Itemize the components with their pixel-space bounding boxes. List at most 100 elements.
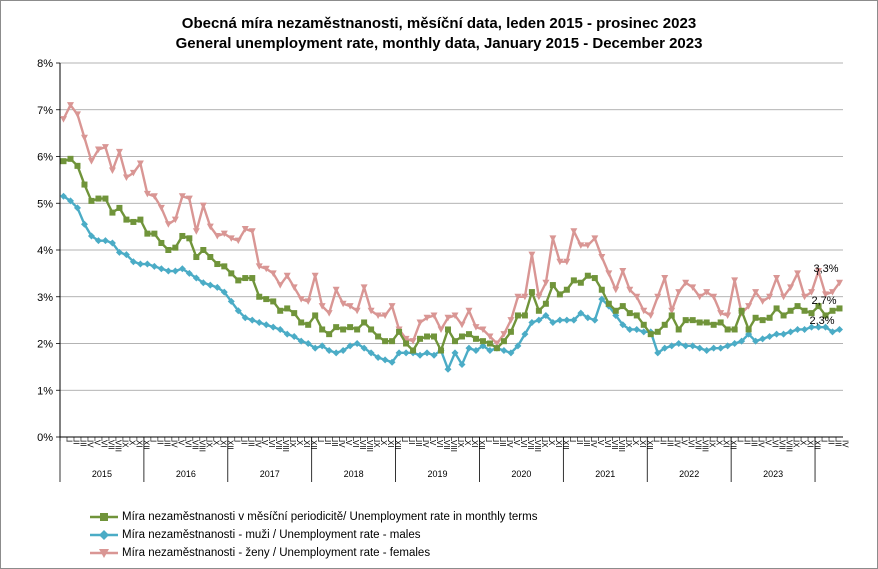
point-females — [710, 293, 718, 301]
point-males — [164, 267, 172, 275]
point-females — [521, 293, 529, 301]
point-males — [94, 237, 102, 245]
y-tick-label: 7% — [37, 105, 53, 117]
point-females — [731, 277, 739, 284]
point-total — [689, 317, 696, 324]
point-total — [242, 275, 249, 282]
point-total — [60, 158, 67, 165]
x-tick-label: VIII — [533, 440, 542, 452]
point-total — [74, 162, 81, 169]
y-tick-label: 1% — [37, 385, 53, 397]
legend-marker-total — [100, 513, 108, 521]
legend-item-total: Míra nezaměstnanosti v měsíční periodici… — [88, 508, 537, 526]
point-females — [353, 307, 361, 315]
point-total — [382, 338, 389, 345]
x-tick-label: VI — [183, 440, 192, 448]
point-total — [144, 230, 151, 237]
point-males — [395, 349, 403, 357]
point-total — [752, 314, 759, 321]
point-females — [836, 279, 844, 287]
x-tick-label: IV — [757, 440, 766, 448]
point-females — [339, 300, 347, 308]
point-males — [486, 347, 494, 355]
point-males — [290, 332, 298, 340]
point-males — [514, 342, 522, 350]
point-females — [514, 293, 522, 301]
point-total — [619, 303, 626, 310]
point-females — [773, 275, 781, 282]
point-females — [122, 174, 130, 182]
x-tick-label: X — [631, 440, 640, 446]
point-females — [416, 319, 424, 326]
point-females — [318, 303, 326, 310]
y-tick-label: 2% — [37, 339, 53, 351]
point-females — [647, 312, 655, 319]
point-total — [354, 326, 361, 333]
point-total — [249, 275, 256, 282]
year-label: 2015 — [92, 469, 112, 479]
x-tick-label: XII — [225, 440, 234, 450]
point-total — [137, 216, 144, 223]
point-females — [255, 263, 263, 270]
point-males — [584, 314, 592, 322]
x-tick-label: VI — [603, 440, 612, 448]
point-males — [535, 316, 543, 324]
point-total — [102, 195, 109, 202]
point-total — [766, 314, 773, 321]
point-total — [193, 254, 200, 261]
point-males — [570, 316, 578, 324]
x-tick-label: I — [148, 440, 157, 442]
point-females — [591, 235, 599, 242]
x-tick-label: II — [71, 440, 80, 444]
x-tick-label: XI — [722, 440, 731, 448]
x-tick-label: V — [596, 440, 605, 446]
x-tick-label: III — [246, 440, 255, 447]
point-males — [682, 342, 690, 350]
x-tick-label: XI — [806, 440, 815, 448]
x-tick-label: III — [834, 440, 843, 447]
point-males — [297, 337, 305, 345]
x-tick-label: III — [414, 440, 423, 447]
point-total — [186, 235, 193, 242]
point-total — [577, 279, 584, 286]
point-males — [661, 344, 669, 352]
point-total — [780, 312, 787, 319]
point-total — [438, 347, 445, 354]
point-total — [284, 305, 291, 312]
point-total — [549, 282, 556, 289]
x-tick-label: IX — [624, 440, 633, 448]
point-males — [773, 330, 781, 338]
legend: Míra nezaměstnanosti v měsíční periodici… — [88, 508, 537, 562]
x-tick-label: III — [498, 440, 507, 447]
x-tick-label: I — [736, 440, 745, 442]
point-females — [101, 144, 109, 151]
x-tick-label: IV — [337, 440, 346, 448]
x-tick-label: II — [743, 440, 752, 444]
chart-title-en: General unemployment rate, monthly data,… — [175, 35, 703, 52]
x-tick-label: XI — [386, 440, 395, 448]
x-tick-label: III — [666, 440, 675, 447]
x-tick-label: XII — [561, 440, 570, 450]
point-total — [654, 328, 661, 335]
point-females — [500, 331, 508, 338]
point-females — [276, 282, 284, 289]
point-males — [500, 347, 508, 355]
point-females — [262, 265, 270, 273]
point-females — [283, 272, 291, 280]
year-label: 2022 — [679, 469, 699, 479]
point-total — [361, 319, 368, 326]
point-females — [808, 289, 816, 296]
y-tick-label: 8% — [37, 58, 53, 70]
point-total — [696, 319, 703, 326]
x-tick-label: VI — [267, 440, 276, 448]
point-females — [556, 258, 564, 266]
point-males — [150, 262, 158, 270]
point-females — [822, 291, 830, 298]
point-females — [486, 333, 494, 340]
x-tick-label: VII — [442, 440, 451, 450]
point-females — [332, 286, 340, 294]
annotation-label-females: 3,3% — [814, 263, 839, 275]
point-total — [326, 331, 333, 338]
point-males — [794, 325, 802, 333]
point-females — [584, 242, 592, 249]
